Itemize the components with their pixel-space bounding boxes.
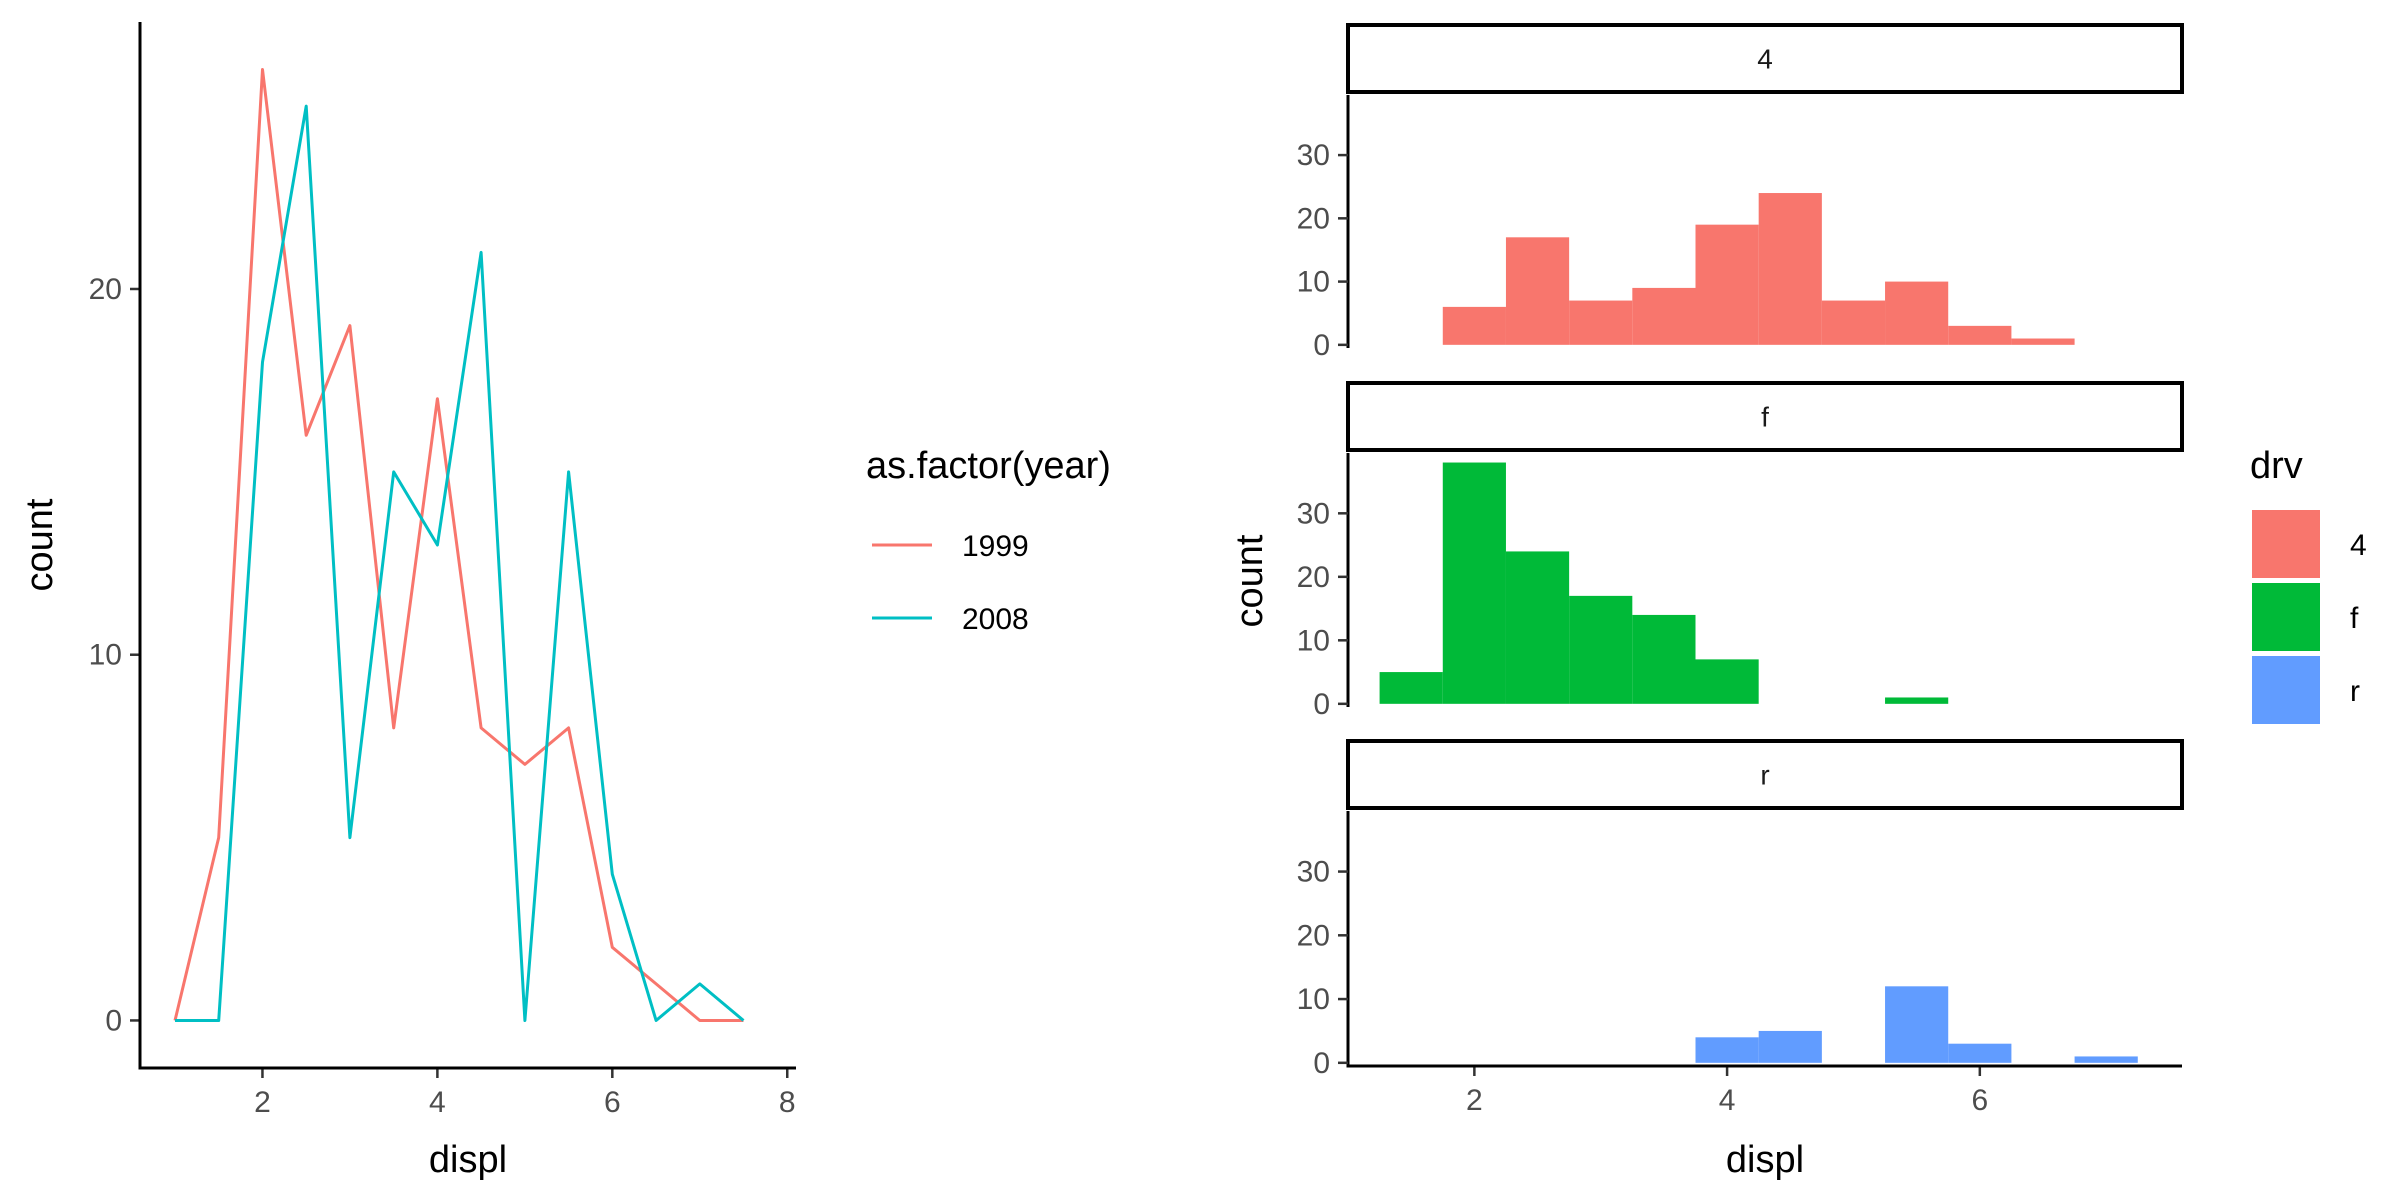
facet-y-tick-label: 30 [1297,139,1330,172]
facet-y-tick-label: 10 [1297,266,1330,299]
facet-y-tick-label: 0 [1313,1047,1330,1080]
line-x-axis-title: displ [429,1139,507,1181]
facet-4: 4 0 10 20 30 [1297,23,2184,362]
facet-y-tick-label: 10 [1297,624,1330,657]
line-series-group [173,68,745,1022]
facet-f: f 0 10 20 30 [1297,381,2184,721]
histogram-bar [1821,300,1886,345]
hist-x-axis-title: displ [1726,1139,1804,1181]
line-x-tick-label: 8 [779,1086,796,1119]
facet-strip-label: 4 [1757,44,1773,75]
histogram-bar [2074,1056,2138,1063]
facet-strip [1346,381,2184,452]
histogram-bar [1442,306,1506,345]
histogram-bar [1695,659,1759,704]
hist-y-axis-title: count [1229,534,1271,627]
hist-legend-title: drv [2250,445,2303,487]
facet-y-tick-label: 30 [1297,497,1330,530]
hist-legend-items: 4 f r [2252,510,2367,724]
histogram-bar [2011,338,2075,345]
histogram-bar [1885,986,1949,1063]
histogram-bar [1632,287,1696,345]
facet-strip [1346,23,2184,94]
hist-legend-label: 4 [2350,529,2367,562]
line-x-tick-label: 4 [429,1086,446,1119]
histogram-bar [1885,697,1949,704]
line-legend-title: as.factor(year) [866,445,1111,487]
histogram-bar [1948,1043,2012,1063]
histogram-bar [1758,193,1822,345]
line-chart: 0 10 20 2 4 6 8 displ count as.factor(year) 1… [19,22,1111,1181]
facet-r: r 0 10 20 30 [1297,739,2184,1080]
line-x-tick-label: 6 [604,1086,621,1119]
facet-strip-label: f [1761,402,1769,433]
facet-y-tick-label: 0 [1313,688,1330,721]
hist-legend-label: f [2350,602,2359,635]
hist-x-tick-label: 4 [1719,1084,1736,1117]
histogram-bar [1505,237,1570,345]
histogram-bar [1758,1030,1822,1063]
facet-y-tick-label: 30 [1297,856,1330,889]
facet-y-tick-label: 20 [1297,202,1330,235]
line-legend-label: 1999 [962,530,1029,563]
line-legend: as.factor(year) 1999 2008 [866,445,1111,636]
histogram-facets: 4 0 10 20 30 f 0 10 20 30 r 0 10 20 30 [1297,23,2184,1080]
histogram-bar [1569,300,1633,345]
hist-legend-key-f [2252,583,2320,651]
histogram-bar [1885,281,1949,345]
hist-legend-key-4 [2252,510,2320,578]
histogram-bar [1569,595,1633,704]
line-y-tick-label: 0 [105,1004,122,1037]
line-y-tick-label: 20 [89,273,122,306]
faceted-histogram: 4 0 10 20 30 f 0 10 20 30 r 0 10 20 30 2 4 6 displ count… [1229,23,2367,1181]
histogram-bar [1632,614,1696,704]
line-y-ticks: 0 10 20 [89,273,140,1037]
line-legend-items: 1999 2008 [872,530,1029,636]
facet-strip-label: r [1760,760,1769,791]
line-y-axis-title: count [19,498,61,591]
line-y-tick-label: 10 [89,639,122,672]
facet-y-tick-label: 10 [1297,983,1330,1016]
histogram-bar [1379,672,1443,704]
facet-y-tick-label: 0 [1313,329,1330,362]
hist-legend-key-r [2252,656,2320,724]
line-series-1999 [173,68,744,1022]
line-series-2008 [175,104,745,1022]
histogram-bar [1442,462,1506,704]
hist-legend-label: r [2350,675,2360,708]
histogram-bar [1695,1037,1759,1063]
facet-y-tick-label: 20 [1297,919,1330,952]
hist-x-ticks: 2 4 6 [1466,1066,1988,1117]
facet-strip [1346,739,2184,810]
line-x-ticks: 2 4 6 8 [254,1068,796,1119]
hist-x-tick-label: 6 [1971,1084,1988,1117]
hist-legend: drv 4 f r [2250,445,2367,724]
hist-x-tick-label: 2 [1466,1084,1483,1117]
histogram-bar [1695,224,1759,345]
line-x-tick-label: 2 [254,1086,271,1119]
histogram-bar [1948,325,2012,345]
line-legend-label: 2008 [962,603,1029,636]
histogram-bar [1505,551,1570,704]
facet-y-tick-label: 20 [1297,561,1330,594]
